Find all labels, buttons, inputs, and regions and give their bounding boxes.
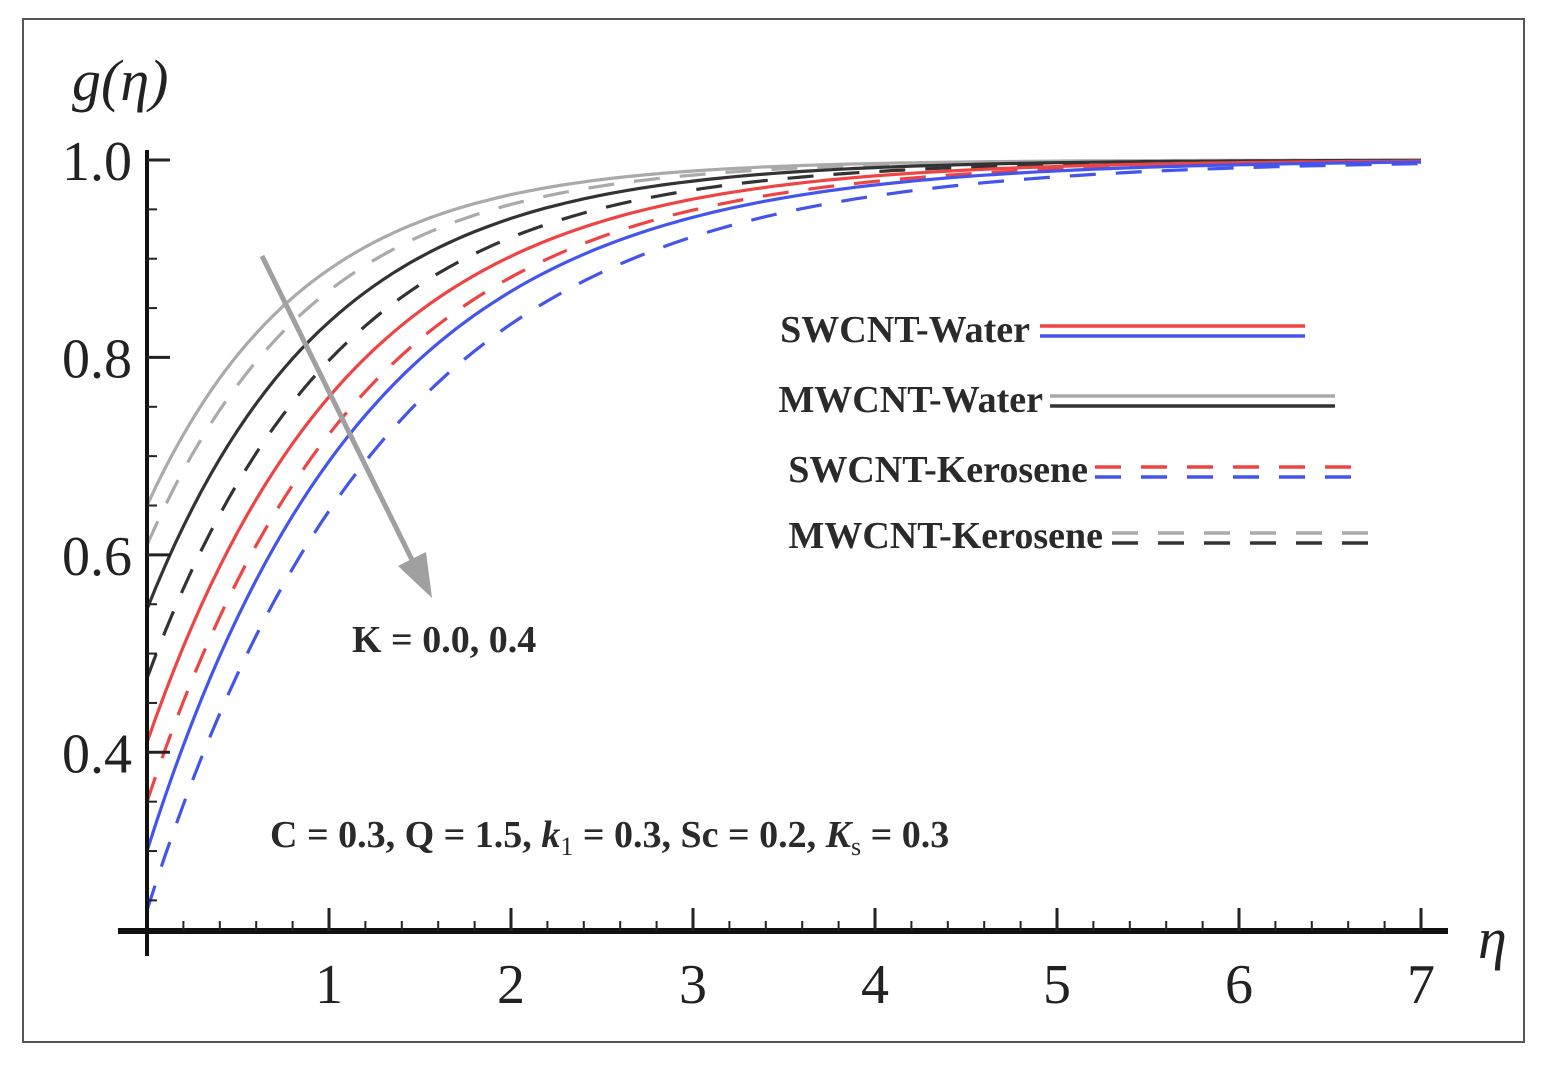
axes-layer	[118, 150, 1448, 956]
params-part-5: = 0.3	[861, 814, 949, 856]
legend-label: MWCNT-Water	[778, 379, 1043, 421]
params-k-subscript: 1	[560, 832, 573, 861]
x-tick-label: 2	[497, 954, 525, 1016]
k-arrow-shaft	[259, 254, 419, 570]
x-tick-label: 1	[315, 954, 343, 1016]
curve-layer	[145, 158, 1422, 911]
tick-layer: 1 2 3 4 5 6 7 0.4 0.6 0.8 1.0	[62, 131, 1435, 1016]
x-tick-label: 3	[679, 954, 707, 1016]
x-tick-label: 6	[1225, 954, 1253, 1016]
params-ks-subscript: s	[851, 832, 861, 861]
y-tick-label: 1.0	[62, 131, 132, 193]
k-arrow-annotation	[259, 254, 432, 598]
legend-label: SWCNT-Kerosene	[788, 449, 1088, 491]
params-k-symbol: k	[541, 814, 560, 856]
k-arrow-head	[398, 552, 432, 598]
y-tick-label: 0.6	[62, 526, 132, 588]
parameters-annotation: C = 0.3, Q = 1.5, k1 = 0.3, Sc = 0.2, Ks…	[270, 814, 949, 861]
legend-label: MWCNT-Kerosene	[788, 515, 1103, 557]
series-line-6	[145, 160, 1421, 803]
k-arrow-label: K = 0.0, 0.4	[352, 619, 536, 661]
y-axis-title: g(η)	[72, 48, 168, 113]
params-part-1: C = 0.3, Q = 1.5,	[270, 814, 541, 856]
series-line-5	[145, 159, 1421, 743]
series-line-7	[145, 160, 1422, 852]
y-tick-label: 0.4	[62, 723, 132, 785]
y-tick-label: 0.8	[62, 328, 132, 390]
legend: SWCNT-Water MWCNT-Water SWCNT-Kerosene MWCN…	[778, 309, 1378, 557]
x-tick-label: 7	[1407, 954, 1435, 1016]
x-tick-label: 5	[1043, 954, 1071, 1016]
figure-frame	[22, 18, 1525, 1043]
legend-label: SWCNT-Water	[780, 309, 1030, 351]
params-ks-symbol: K	[825, 814, 854, 856]
x-tick-label: 4	[861, 954, 889, 1016]
x-axis-title: η	[1478, 906, 1507, 971]
params-part-3: = 0.3, Sc = 0.2,	[573, 814, 825, 856]
series-line-8	[145, 162, 1422, 911]
